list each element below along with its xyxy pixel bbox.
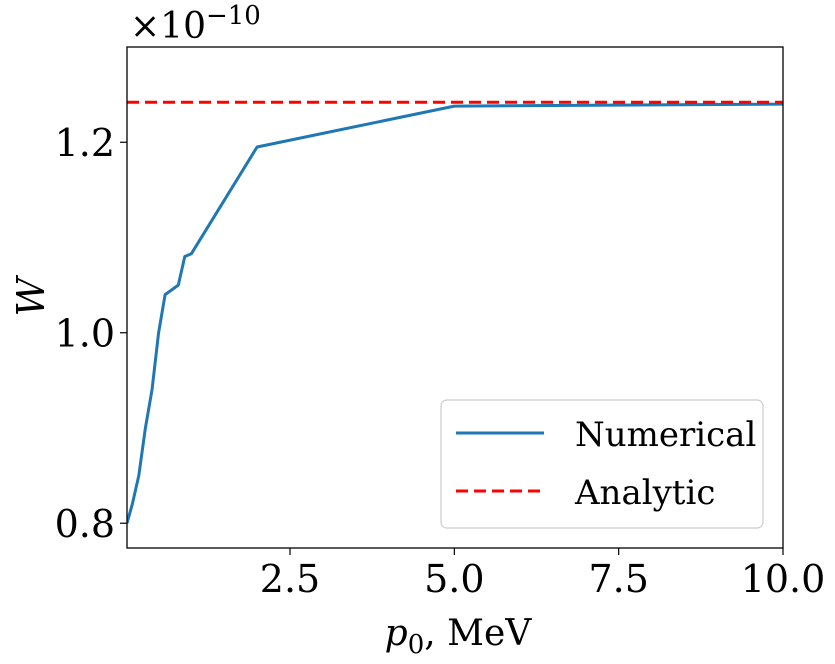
y-axis-label: W: [9, 275, 53, 317]
x-tick-label: 7.5: [588, 557, 648, 601]
legend-label-analytic: Analytic: [574, 473, 715, 513]
x-tick-label: 2.5: [260, 557, 320, 601]
legend: Numerical Analytic: [440, 399, 764, 529]
series-line-numerical: [127, 102, 783, 524]
plot-area-frame: [126, 46, 784, 549]
y-tick-label: 0.8: [55, 502, 115, 546]
x-tick-label: 10.0: [741, 557, 826, 601]
x-axis-label: p0, MeV: [385, 613, 533, 660]
series-layer: [127, 100, 783, 524]
y-tick-label: 1.0: [55, 312, 115, 356]
x-axis-ticks: 2.5 5.0 7.5 10.0: [260, 548, 826, 601]
y-axis-ticks: 0.8 1.0 1.2: [55, 121, 127, 546]
legend-label-numerical: Numerical: [575, 415, 756, 455]
y-tick-label: 1.2: [55, 121, 115, 165]
y-scale-factor-label: ×10−10: [130, 1, 261, 47]
x-tick-label: 5.0: [424, 557, 484, 601]
